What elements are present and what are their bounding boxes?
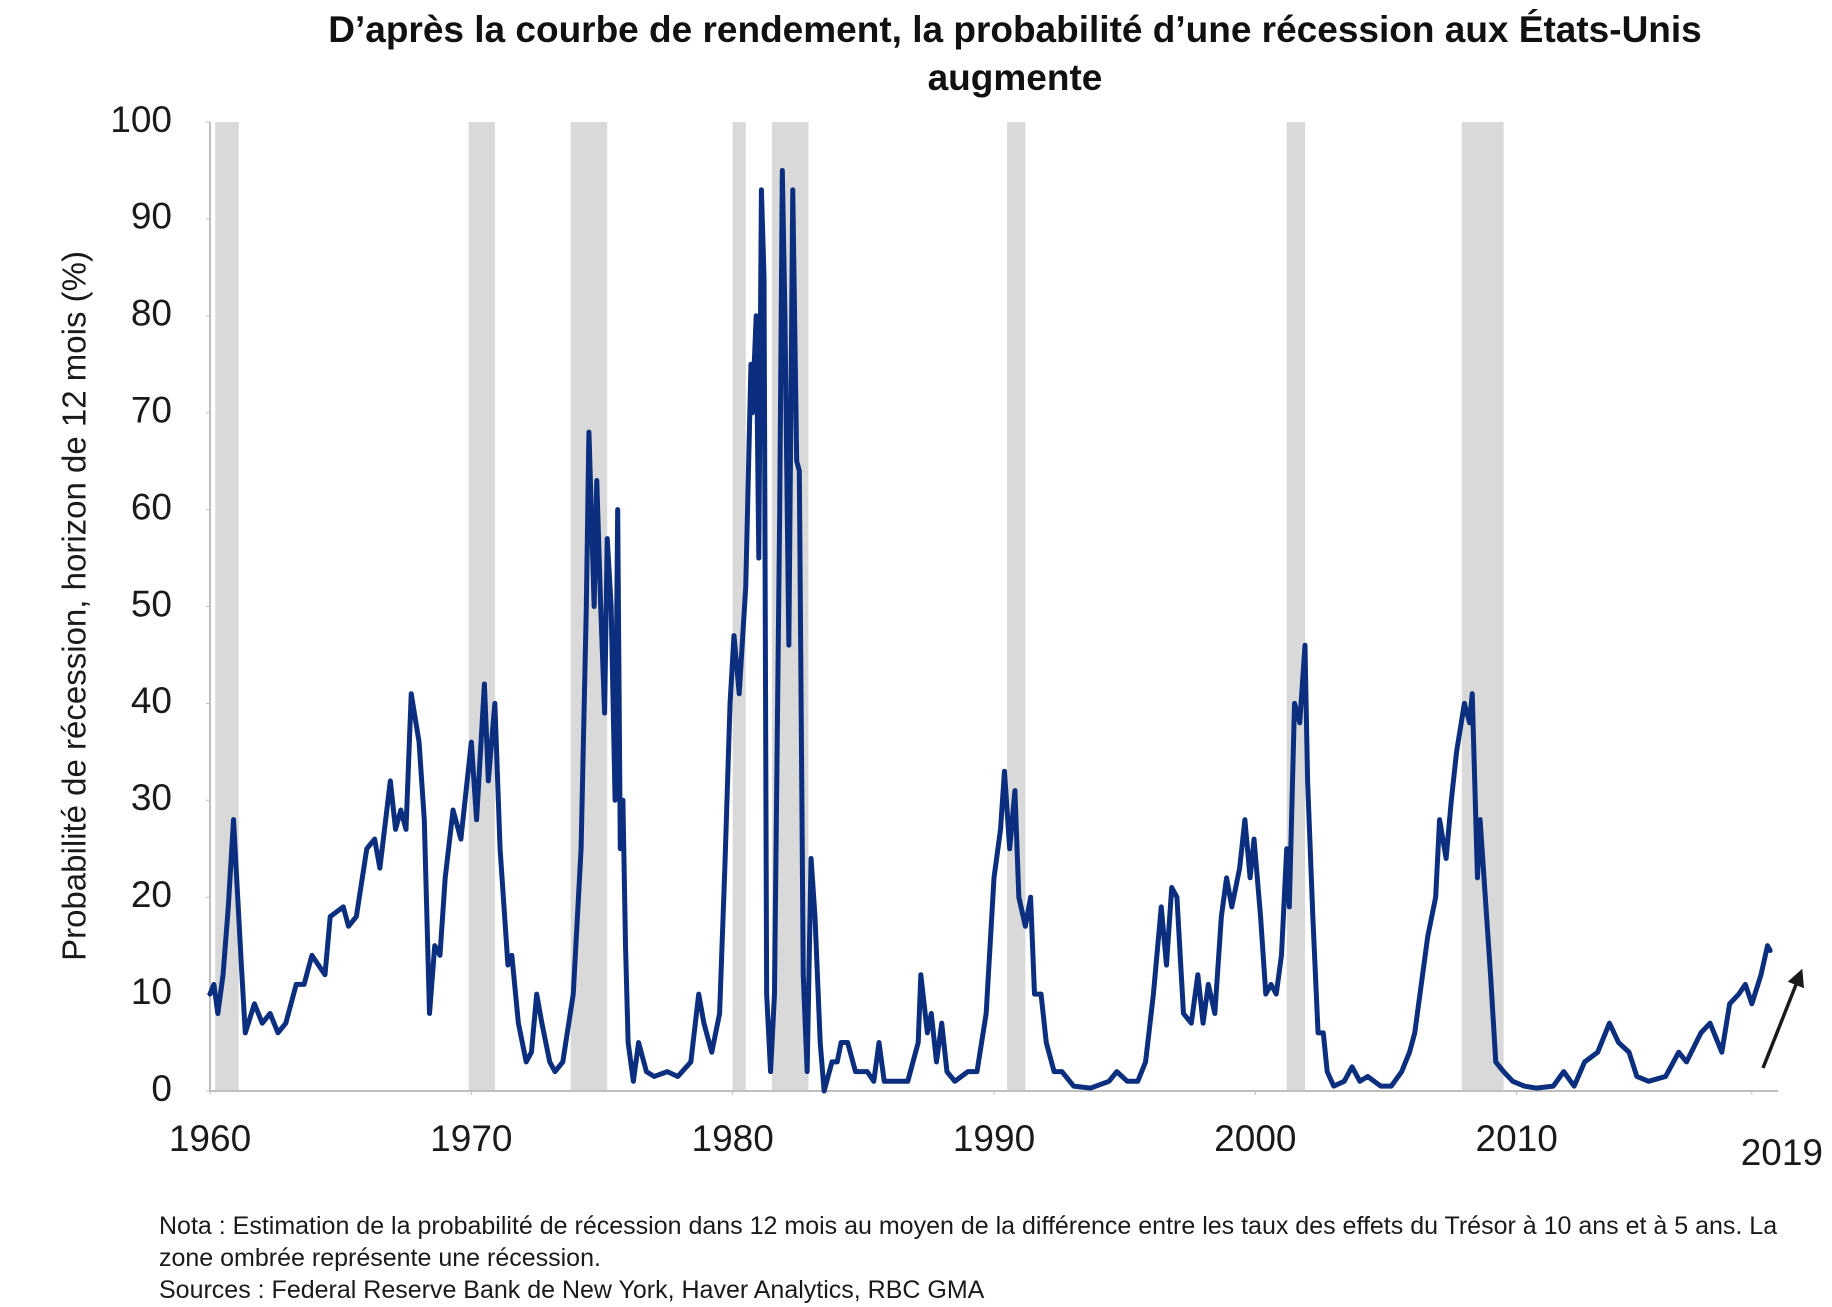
- x-tick-label: 1970: [430, 1118, 512, 1159]
- y-tick-label: 50: [131, 583, 172, 624]
- recession-band: [732, 122, 746, 1091]
- x-tick-label: 1990: [953, 1118, 1035, 1159]
- recession-band: [1007, 122, 1026, 1091]
- trend-arrow: [1761, 968, 1804, 1069]
- sources: Sources : Federal Reserve Bank de New Yo…: [159, 1276, 985, 1304]
- x-tick-label: 1960: [169, 1118, 251, 1159]
- y-tick-label: 30: [131, 777, 172, 818]
- footnote: Nota : Estimation de la probabilité de r…: [159, 1210, 1784, 1306]
- recession-band: [1461, 122, 1504, 1091]
- x-tick-label: 1980: [692, 1118, 774, 1159]
- y-tick-label: 20: [131, 874, 172, 915]
- y-tick-label: 0: [151, 1068, 172, 1109]
- x-tick-label: 2010: [1476, 1118, 1558, 1159]
- y-tick-label: 40: [131, 680, 172, 721]
- probability-line: [207, 167, 1773, 1094]
- note: Nota : Estimation de la probabilité de r…: [159, 1212, 1778, 1272]
- y-tick-label: 60: [131, 486, 172, 527]
- y-tick-label: 100: [110, 99, 172, 140]
- y-tick-label: 80: [131, 293, 172, 334]
- x-tick-label: 2019: [1741, 1132, 1823, 1173]
- y-tick-label: 70: [131, 389, 172, 430]
- y-tick-label: 10: [131, 971, 172, 1012]
- recession-band: [1286, 122, 1305, 1091]
- chart-title: D’après la courbe de rendement, la proba…: [328, 9, 1702, 98]
- recession-band: [468, 122, 495, 1091]
- y-tick-label: 90: [131, 196, 172, 237]
- y-axis-label: Probabilité de récession, horizon de 12 …: [56, 251, 93, 961]
- chart: 0 10 20 30 40 50 60 70 80 90 100 1960 1970 1980 1990 20…: [56, 99, 1823, 1173]
- x-tick-label: 2000: [1214, 1118, 1296, 1159]
